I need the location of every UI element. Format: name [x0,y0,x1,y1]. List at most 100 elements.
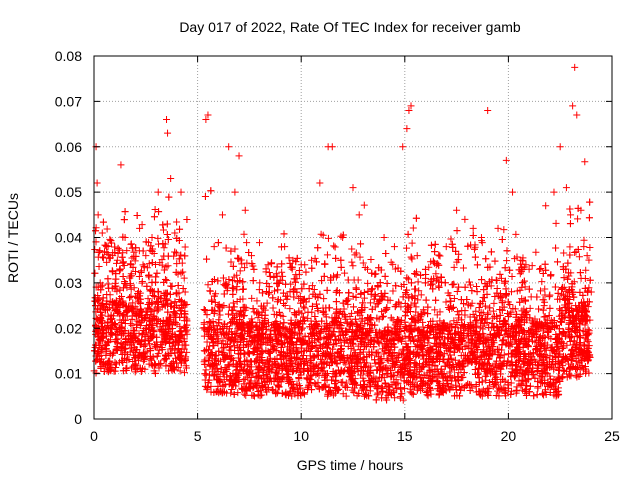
data-point [408,389,416,397]
data-point [391,394,399,402]
data-point [361,304,369,312]
data-point [394,353,402,361]
data-point [158,256,166,264]
data-point [160,244,168,252]
data-point [580,243,588,251]
data-point [349,262,357,270]
data-point [138,221,146,229]
data-point [266,272,274,280]
data-point [394,369,402,377]
data-point [240,230,248,238]
data-point [459,264,467,272]
data-point [367,256,375,264]
data-point [434,260,442,268]
data-point [127,240,135,248]
data-point [233,298,241,306]
data-point [263,299,271,307]
data-point [513,287,521,295]
data-point [96,247,104,255]
data-point [308,282,316,290]
data-point [359,259,367,267]
data-point [305,382,313,390]
data-point [500,351,508,359]
data-point [173,218,181,226]
data-point [507,288,515,296]
data-point [434,378,442,386]
data-point [351,251,359,259]
data-point [429,317,437,325]
data-point [518,283,526,291]
data-point [339,378,347,386]
data-point [265,268,273,276]
data-point [240,285,248,293]
data-point [129,299,137,307]
data-point [206,287,214,295]
data-point [411,285,419,293]
data-point [384,391,392,399]
data-point [228,386,236,394]
data-point [333,360,341,368]
data-point [281,301,289,309]
data-point [103,290,111,298]
data-point [412,270,420,278]
data-point [509,305,517,313]
data-point [397,385,405,393]
data-point [399,396,407,404]
data-point [100,254,108,262]
data-point [173,260,181,268]
data-point [410,373,418,381]
data-point [348,245,356,253]
data-point [231,245,239,253]
data-point [572,357,580,365]
data-point [405,275,413,283]
data-point [91,245,99,253]
data-point [356,253,364,261]
data-point [104,250,112,258]
data-point [560,249,568,257]
data-point [127,285,135,293]
data-point [320,295,328,303]
data-point [241,264,249,272]
data-point [127,344,135,352]
data-point [342,392,350,400]
data-point [167,282,175,290]
data-point [238,384,246,392]
data-point [412,308,420,316]
data-point [468,287,476,295]
data-point [532,248,540,256]
data-point [436,317,444,325]
data-point [220,302,228,310]
data-point [571,249,579,257]
data-point [242,391,250,399]
data-point [161,276,169,284]
data-point [113,256,121,264]
data-point [396,393,404,401]
data-point [566,337,574,345]
data-point [121,319,129,327]
data-point [360,201,368,209]
data-point [341,269,349,277]
data-point [275,383,283,391]
data-point [253,297,261,305]
data-point [244,362,252,370]
data-point [446,368,454,376]
data-point [585,284,593,292]
data-point [435,251,443,259]
data-point [121,208,129,216]
data-point [135,272,143,280]
data-point [139,261,147,269]
data-point [586,244,594,252]
data-point [229,299,237,307]
data-point [427,390,435,398]
data-point [536,347,544,355]
data-point [256,239,264,247]
data-point [103,225,111,233]
data-point [324,234,332,242]
data-point [354,276,362,284]
data-point [181,243,189,251]
data-point [360,294,368,302]
data-point [425,361,433,369]
data-point [176,367,184,375]
data-point [468,299,476,307]
data-point [424,392,432,400]
